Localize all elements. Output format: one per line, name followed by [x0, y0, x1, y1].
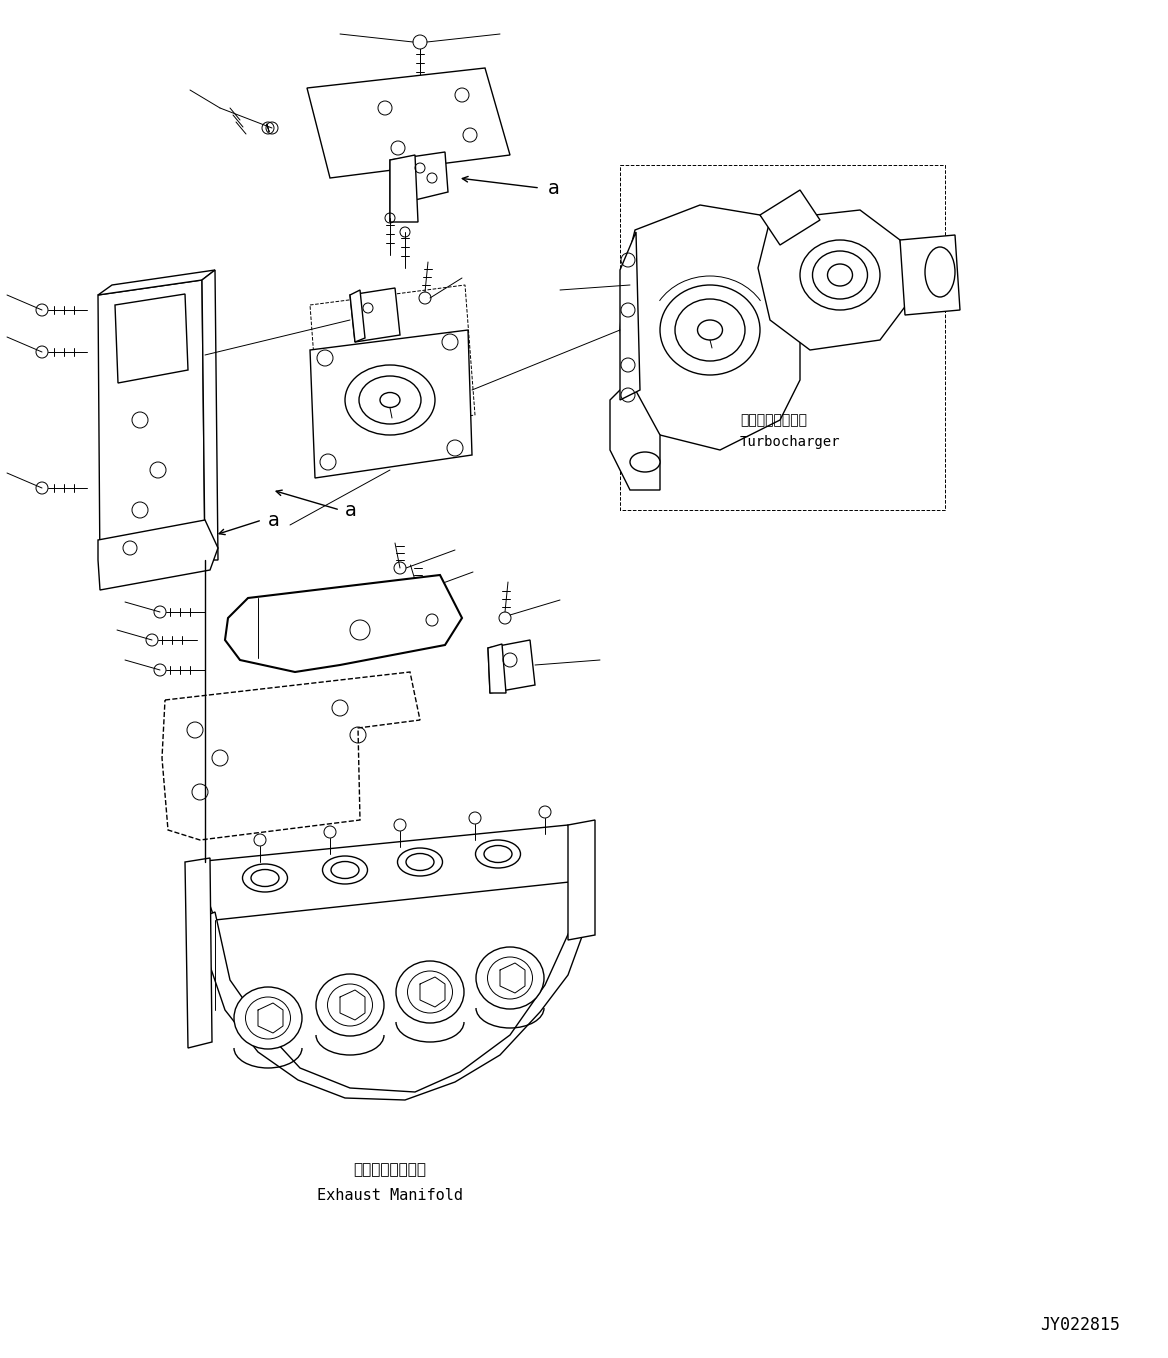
Ellipse shape — [925, 247, 955, 297]
Polygon shape — [202, 270, 218, 559]
Polygon shape — [760, 190, 820, 244]
Ellipse shape — [406, 853, 434, 870]
Polygon shape — [195, 826, 588, 919]
Ellipse shape — [630, 452, 660, 473]
Ellipse shape — [331, 861, 359, 879]
Text: a: a — [548, 178, 559, 197]
Ellipse shape — [317, 974, 384, 1036]
Polygon shape — [620, 166, 945, 511]
Polygon shape — [620, 205, 800, 449]
Polygon shape — [185, 858, 213, 1048]
Ellipse shape — [800, 240, 880, 310]
Text: a: a — [267, 511, 280, 530]
Polygon shape — [195, 880, 588, 1100]
Ellipse shape — [322, 856, 368, 884]
Polygon shape — [350, 291, 364, 342]
Ellipse shape — [484, 846, 512, 862]
Text: a: a — [345, 501, 357, 520]
Ellipse shape — [359, 376, 420, 424]
Ellipse shape — [813, 251, 868, 299]
Polygon shape — [162, 672, 420, 841]
Polygon shape — [610, 380, 660, 490]
Polygon shape — [568, 820, 595, 940]
Text: Exhaust Manifold: Exhaust Manifold — [317, 1187, 463, 1202]
Polygon shape — [307, 68, 510, 178]
Polygon shape — [901, 235, 960, 315]
Text: ターボチャージャ: ターボチャージャ — [741, 413, 807, 426]
Ellipse shape — [697, 320, 723, 340]
Ellipse shape — [396, 961, 464, 1023]
Text: JY022815: JY022815 — [1040, 1316, 1120, 1334]
Ellipse shape — [477, 947, 544, 1009]
Polygon shape — [390, 155, 418, 221]
Polygon shape — [758, 210, 910, 350]
Ellipse shape — [245, 997, 291, 1039]
Ellipse shape — [251, 869, 279, 887]
Ellipse shape — [397, 847, 443, 876]
Ellipse shape — [475, 841, 521, 868]
Polygon shape — [98, 280, 206, 574]
Polygon shape — [98, 270, 215, 295]
Ellipse shape — [675, 299, 745, 361]
Polygon shape — [390, 152, 449, 221]
Ellipse shape — [345, 365, 434, 435]
Ellipse shape — [827, 263, 853, 287]
Ellipse shape — [487, 957, 533, 999]
Ellipse shape — [234, 987, 303, 1048]
Text: 排気マニホールド: 排気マニホールド — [354, 1162, 426, 1177]
Polygon shape — [114, 293, 188, 383]
Ellipse shape — [243, 864, 287, 892]
Polygon shape — [488, 640, 535, 693]
Polygon shape — [310, 330, 472, 478]
Ellipse shape — [327, 985, 373, 1027]
Polygon shape — [488, 644, 506, 693]
Text: Turbocharger: Turbocharger — [741, 435, 841, 449]
Ellipse shape — [408, 971, 452, 1013]
Polygon shape — [350, 288, 399, 342]
Polygon shape — [98, 520, 218, 589]
Polygon shape — [225, 574, 463, 672]
Polygon shape — [310, 285, 475, 439]
Polygon shape — [620, 232, 640, 401]
Ellipse shape — [660, 285, 760, 375]
Ellipse shape — [380, 392, 399, 407]
